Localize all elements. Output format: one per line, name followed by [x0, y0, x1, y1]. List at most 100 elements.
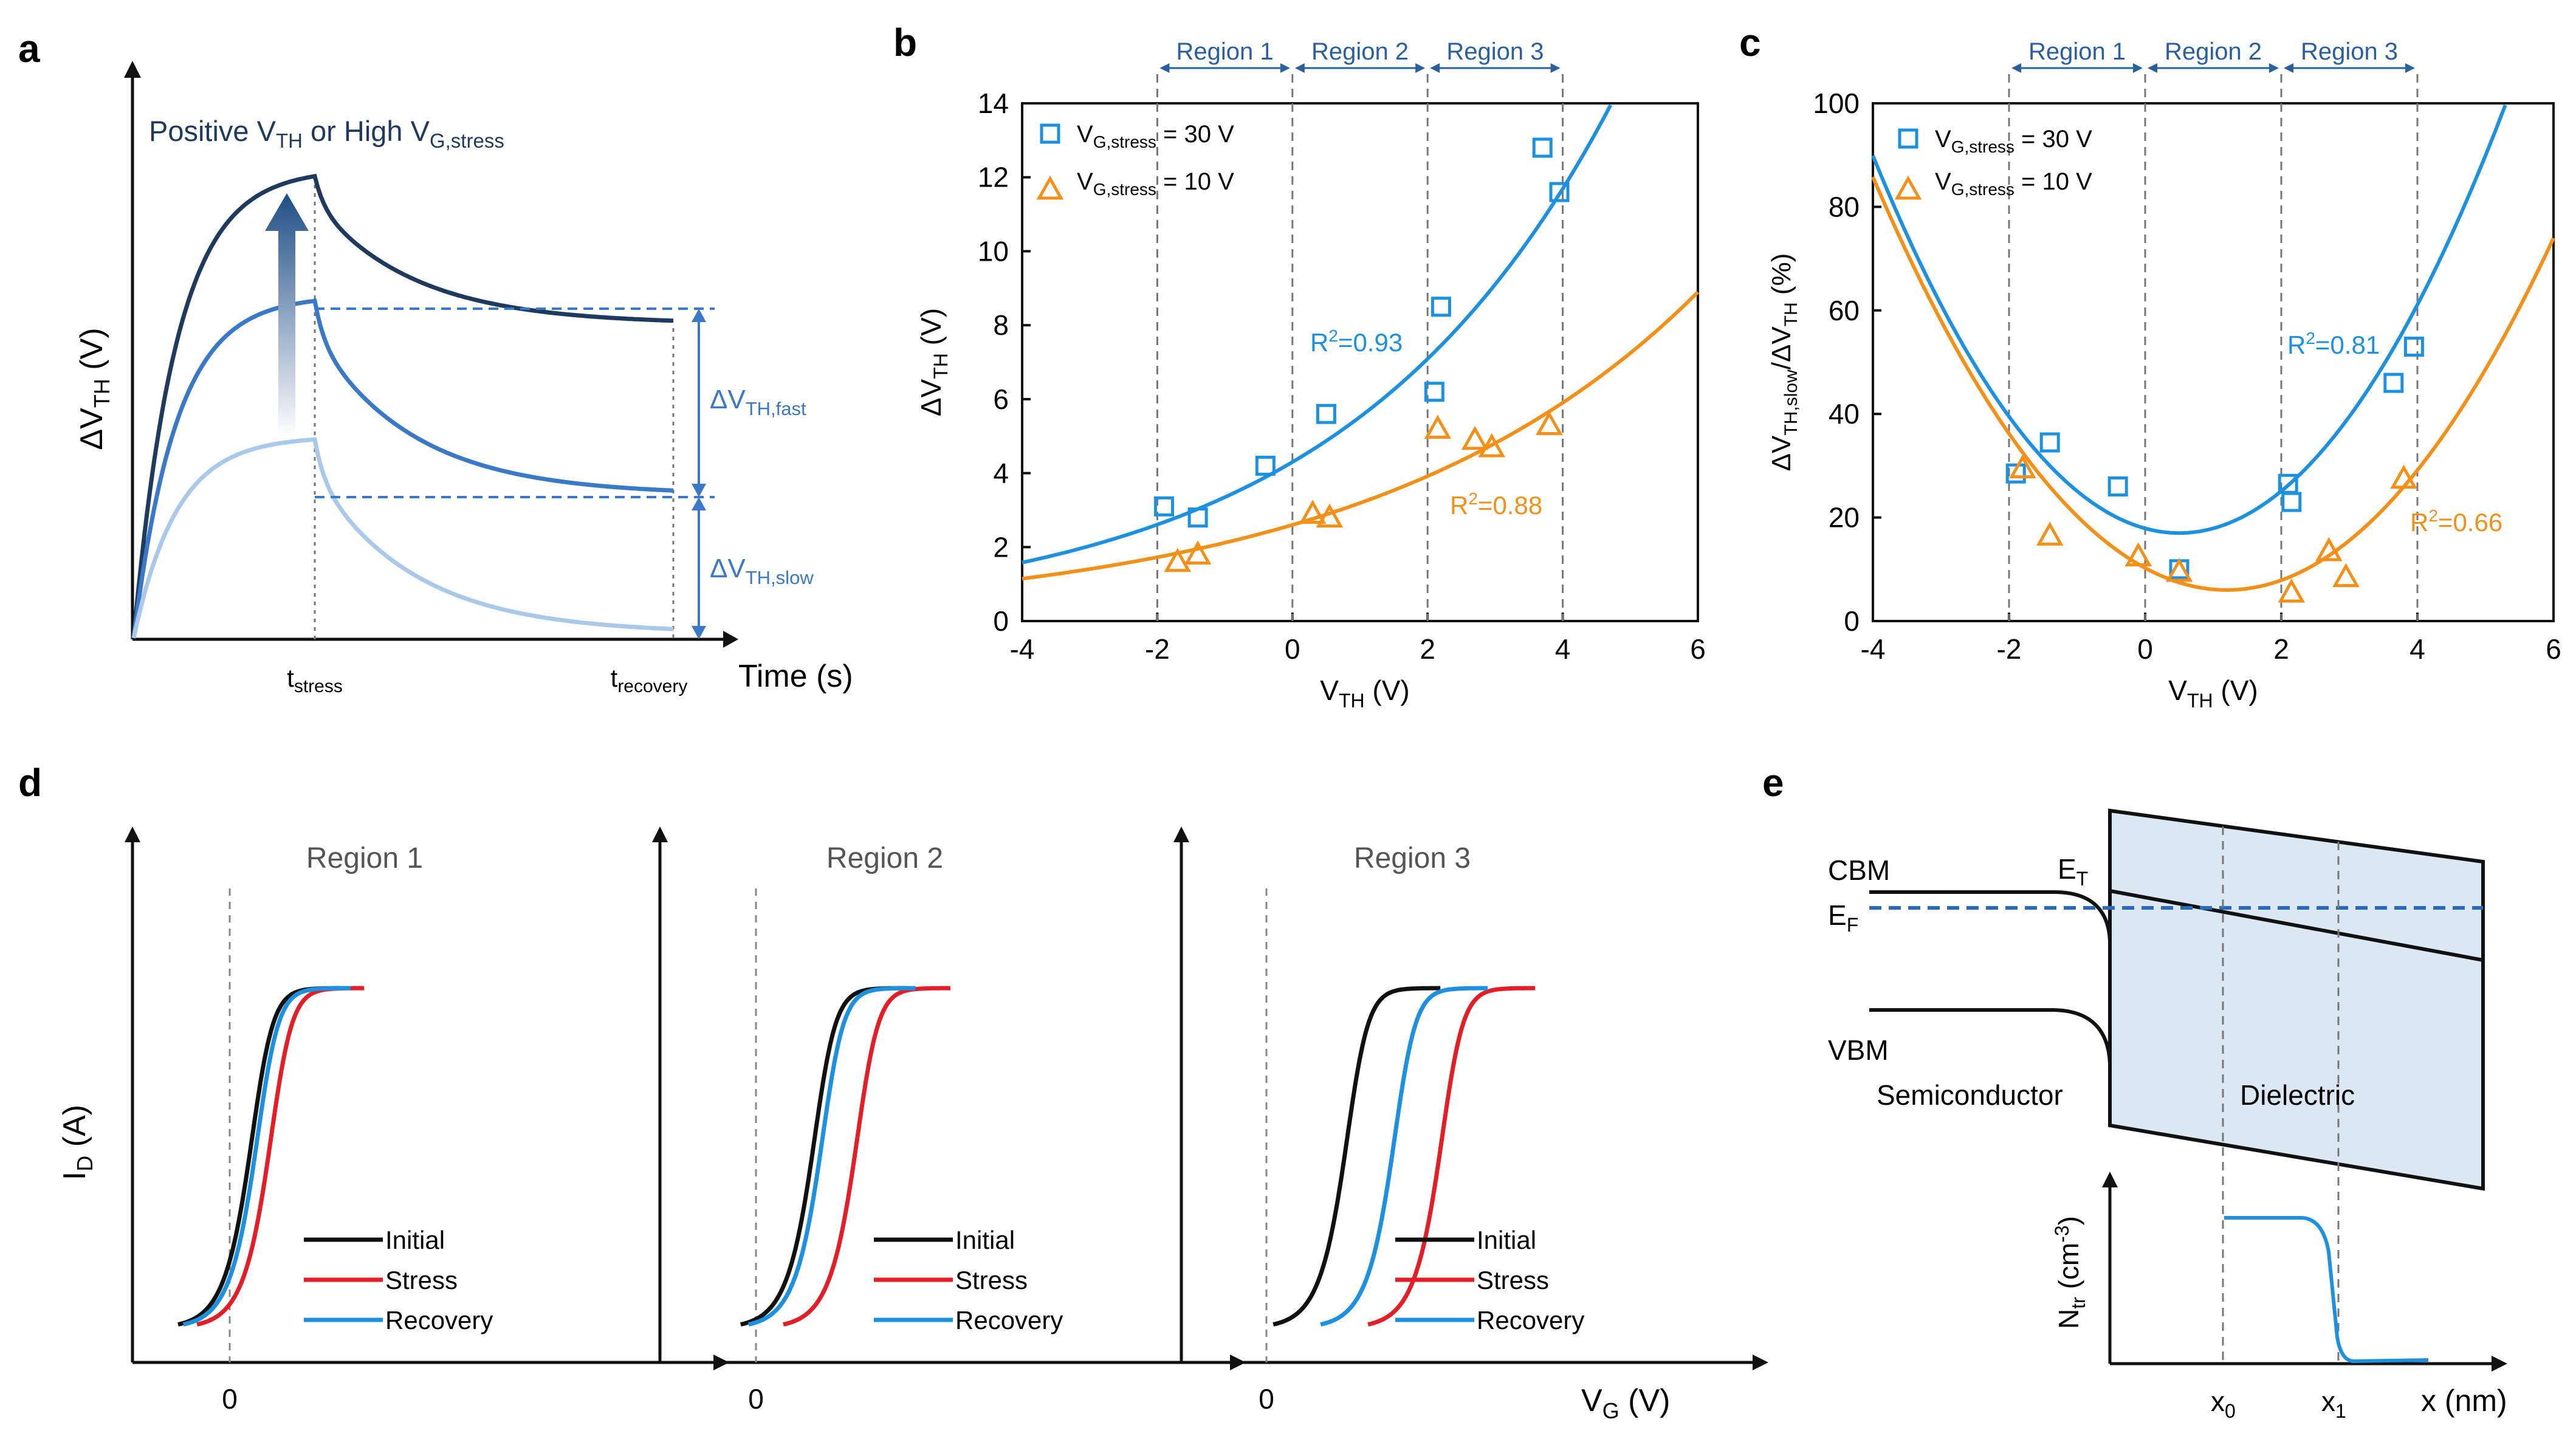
- panel-c-ytick-label-1: 20: [1829, 502, 1860, 534]
- panel-c-region-arrowhead-left-0: [2011, 63, 2021, 73]
- panel-b-fit-0: [1022, 104, 1613, 565]
- panel-d: d ID (A) 0 Region 1 Initial Stress Recovery 0…: [18, 761, 1768, 1423]
- panel-d-sub3-curve-initial: [1273, 986, 1441, 1327]
- panel-b-region-label-1: Region 2: [1311, 38, 1409, 65]
- panel-b-point-1-7: [1536, 411, 1563, 435]
- panel-b-xtick-label-2: 0: [1285, 633, 1300, 665]
- panel-d-sub3-curve-recovery: [1320, 986, 1488, 1327]
- panel-d-sub1-legend-label-2: Recovery: [385, 1306, 493, 1334]
- panel-b-xtick-label-4: 4: [1555, 633, 1571, 665]
- panel-c-point-1-3: [2165, 557, 2193, 582]
- panel-d-sub1-legend-label-1: Stress: [385, 1266, 458, 1294]
- panel-d-sub2-curve-initial: [740, 986, 908, 1327]
- panel-d-sub2-curve-stress: [783, 986, 951, 1327]
- panel-b-xtick-label-1: -2: [1145, 633, 1170, 665]
- panel-b-point-1-2: [1299, 500, 1327, 524]
- panel-b-fit-1: [1022, 290, 1700, 581]
- panel-c-r2-orange: R2=0.66: [2410, 506, 2502, 537]
- panel-b-point-0-4: [1424, 382, 1444, 402]
- panel-c-xtick-label-4: 4: [2409, 633, 2425, 665]
- panel-b-r2-blue: R2=0.93: [1310, 326, 1403, 357]
- panel-c-region-arrowhead-right-1: [2269, 63, 2279, 73]
- panel-c-point-1-6: [2332, 563, 2360, 588]
- panel-c-ytick-label-0: 0: [1844, 605, 1860, 637]
- panel-c-point-1-5: [2315, 537, 2343, 562]
- panel-c-legend-marker-orange: [1894, 175, 1922, 200]
- dielectric-block: [2108, 808, 2485, 1191]
- panel-b-ytick-label-4: 8: [993, 309, 1009, 341]
- panel-d-sub1-curve-stress: [196, 986, 365, 1327]
- et-label: ET: [2058, 853, 2088, 890]
- panel-c-point-0-7: [2403, 336, 2424, 357]
- panel-c-xtick-label-5: 6: [2546, 633, 2561, 665]
- panel-c-point-0-5: [2281, 492, 2302, 512]
- ntr-curve: [2224, 1216, 2429, 1364]
- panel-b-ytick-label-3: 6: [993, 383, 1009, 415]
- panel-c-legend-orange: VG,stress = 10 V: [1935, 168, 2092, 199]
- panel-c-region-label-0: Region 1: [2028, 38, 2126, 65]
- panel-b-point-1-4: [1424, 414, 1452, 439]
- panel-d-sub2-title: Region 2: [826, 842, 943, 874]
- panel-c-point-0-6: [2383, 373, 2404, 393]
- panel-a-tstress-label: tstress: [287, 664, 343, 696]
- panel-c-point-0-2: [2107, 476, 2128, 496]
- panel-a-fast-label: ΔVTH,fast: [710, 385, 806, 419]
- panel-d-sub1-curve-recovery: [182, 986, 351, 1327]
- panel-b-legend-marker-orange: [1036, 175, 1064, 200]
- panel-b-r2-orange: R2=0.88: [1450, 489, 1542, 520]
- panel-d-ylabel: ID (A): [57, 1105, 97, 1180]
- panel-c-point-1-0: [2009, 454, 2036, 479]
- panel-c-r2-blue: R2=0.81: [2287, 329, 2380, 359]
- trap-level-line: [2109, 889, 2484, 962]
- panel-a-ylabel: ΔVTH (V): [74, 328, 114, 450]
- panel-c-plot-frame: [1872, 102, 2555, 622]
- cbm-label: CBM: [1828, 854, 1890, 886]
- panel-c-region-label-1: Region 2: [2165, 38, 2262, 65]
- panel-b-point-0-6: [1532, 137, 1553, 158]
- panel-b-legend-marker-blue: [1040, 123, 1060, 144]
- panel-b-legend-orange: VG,stress = 10 V: [1077, 168, 1234, 199]
- panel-b-region-label-2: Region 3: [1446, 38, 1544, 65]
- panel-c-ytick-label-5: 100: [1813, 88, 1860, 119]
- panel-c-region-label-2: Region 3: [2301, 38, 2398, 65]
- ntr-xlabel: x (nm): [2421, 1384, 2507, 1418]
- panel-d-sub3-zero-label: 0: [1259, 1383, 1274, 1415]
- panel-b-region-arrowhead-right-2: [1550, 63, 1561, 73]
- panel-b-ytick-label-1: 2: [993, 531, 1009, 563]
- panel-c-xtick-label-0: -4: [1861, 633, 1886, 665]
- panel-a-xlabel: Time (s): [738, 659, 853, 694]
- panel-c-point-1-2: [2124, 542, 2152, 566]
- panel-b-point-0-3: [1316, 404, 1336, 424]
- panel-b-ylabel: ΔVTH (V): [915, 308, 952, 416]
- panel-b-region-arrowhead-left-0: [1159, 63, 1170, 73]
- vbm-label: VBM: [1828, 1034, 1889, 1066]
- panel-b-point-0-0: [1154, 496, 1175, 517]
- dielectric-label: Dielectric: [2240, 1079, 2355, 1111]
- panel-b-ytick-label-6: 12: [978, 162, 1009, 193]
- panel-b-ytick-label-2: 4: [993, 458, 1009, 489]
- panel-a-curve-low: [131, 437, 674, 639]
- panel-c-point-0-1: [2039, 432, 2060, 453]
- panel-d-sub2-legend-label-0: Initial: [955, 1226, 1015, 1254]
- x0-label: x0: [2211, 1386, 2236, 1422]
- panel-c-xtick-label-1: -2: [1997, 633, 2022, 665]
- ntr-ylabel: Ntr (cm-3): [2051, 1216, 2089, 1329]
- panel-c-xtick-label-3: 2: [2273, 633, 2289, 665]
- panel-b: b -4 -2 0 2 4 6 0 2 4 6 8 10 12 14 Region 1 Region 2 Re…: [893, 21, 1706, 712]
- panel-a-increase-arrow: [265, 193, 309, 438]
- panel-a-trecovery-label: trecovery: [611, 664, 688, 696]
- panel-b-letter: b: [893, 21, 917, 64]
- panel-d-sub3-legend-label-2: Recovery: [1477, 1306, 1584, 1334]
- panel-c-fit-0: [1871, 104, 2507, 535]
- vbm-band: [1869, 1008, 2112, 1064]
- panel-b-point-1-1: [1184, 540, 1212, 565]
- panel-b-region-arrowhead-right-0: [1280, 63, 1290, 73]
- panel-b-point-0-5: [1431, 297, 1451, 317]
- semiconductor-label: Semiconductor: [1877, 1079, 2063, 1111]
- panel-c-point-1-1: [2036, 521, 2064, 546]
- panel-d-sub2-curve-recovery: [747, 986, 916, 1327]
- panel-b-point-1-0: [1164, 548, 1192, 572]
- panel-d-sub1-legend-label-0: Initial: [385, 1226, 445, 1254]
- panel-c-region-arrowhead-right-0: [2133, 63, 2143, 73]
